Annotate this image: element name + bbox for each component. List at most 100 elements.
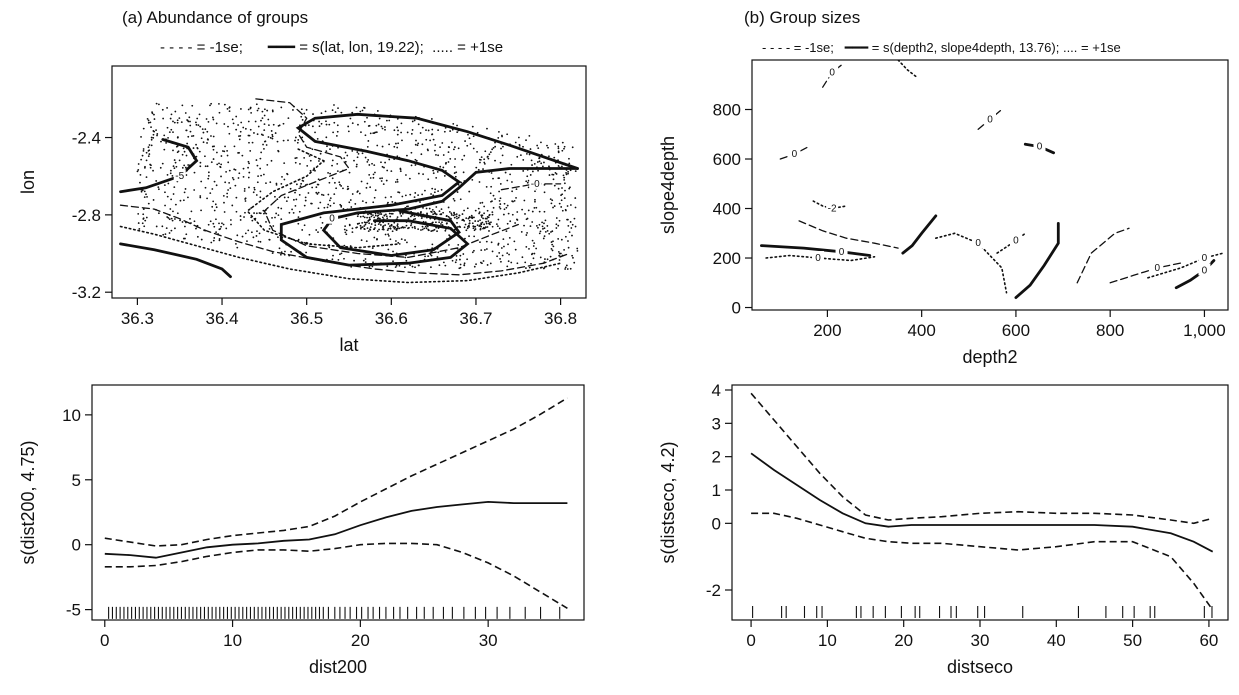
data-point xyxy=(164,204,166,207)
data-point xyxy=(363,120,366,123)
data-point xyxy=(327,171,329,174)
data-point xyxy=(364,156,367,159)
smooth-plot-dist200: 0 10 20 30 -5 0 5 10 dist200 s(dist200, 4.75) xyxy=(18,384,585,677)
data-point xyxy=(465,229,468,232)
data-point xyxy=(376,215,379,217)
data-point xyxy=(374,131,377,134)
data-point xyxy=(526,152,528,155)
data-point xyxy=(431,187,434,190)
panel-a-legend: - - - - = -1se; ━━━ = s(lat, lon, 19.22)… xyxy=(160,39,503,56)
data-point xyxy=(368,164,371,166)
data-point xyxy=(277,149,280,152)
data-point xyxy=(525,234,528,236)
y-tick-label: 1 xyxy=(712,481,721,500)
data-point xyxy=(275,182,278,185)
data-point xyxy=(425,207,428,210)
data-point xyxy=(232,122,235,125)
data-point xyxy=(529,174,532,176)
data-point xyxy=(454,175,457,178)
data-point xyxy=(491,211,494,214)
data-point xyxy=(152,199,155,201)
contour-label: 0 xyxy=(839,247,845,258)
data-point xyxy=(468,190,471,193)
data-point xyxy=(256,181,259,184)
data-point xyxy=(291,208,293,211)
data-point xyxy=(368,124,371,127)
data-point xyxy=(419,132,422,134)
data-point xyxy=(414,164,417,166)
plot-area xyxy=(104,397,568,609)
data-point xyxy=(480,225,482,228)
data-point xyxy=(563,178,566,181)
plot-area xyxy=(750,392,1214,611)
data-point xyxy=(193,171,196,174)
data-point xyxy=(219,166,222,169)
data-point xyxy=(404,266,406,269)
data-point xyxy=(296,141,299,144)
data-point xyxy=(478,212,481,215)
data-point xyxy=(442,154,445,156)
data-point xyxy=(348,171,351,174)
data-point xyxy=(324,110,327,113)
data-point xyxy=(451,259,454,262)
data-point xyxy=(517,136,520,139)
data-point xyxy=(235,196,238,199)
data-point xyxy=(241,154,244,157)
data-point xyxy=(356,215,359,218)
data-point xyxy=(328,199,331,202)
data-point xyxy=(184,225,186,228)
data-point xyxy=(170,113,173,116)
data-point xyxy=(169,169,172,172)
data-point xyxy=(447,206,450,209)
data-point xyxy=(309,169,312,172)
data-point xyxy=(414,245,417,248)
data-point xyxy=(490,172,493,174)
y-tick-label: 3 xyxy=(712,414,721,433)
data-point xyxy=(176,212,179,215)
data-point xyxy=(239,219,242,221)
data-point xyxy=(271,137,274,140)
data-point xyxy=(537,147,540,149)
data-point xyxy=(479,241,481,244)
contour-line xyxy=(935,232,1008,294)
data-point xyxy=(336,170,339,173)
data-point xyxy=(387,234,390,237)
data-point xyxy=(369,186,372,189)
data-point xyxy=(346,185,349,188)
data-point xyxy=(157,186,160,189)
data-point xyxy=(392,260,394,263)
data-point xyxy=(456,217,458,220)
data-point xyxy=(181,104,184,107)
data-point xyxy=(531,170,534,173)
data-point xyxy=(463,264,466,266)
data-point xyxy=(555,223,558,226)
data-point xyxy=(474,228,477,230)
data-point xyxy=(384,213,387,216)
data-point xyxy=(331,159,334,162)
data-point xyxy=(147,121,150,124)
data-point xyxy=(381,177,383,180)
data-point xyxy=(184,112,187,114)
data-point xyxy=(431,243,434,246)
contour-label-bg xyxy=(1198,251,1211,264)
data-point xyxy=(160,140,162,143)
data-point xyxy=(361,109,364,112)
data-point xyxy=(435,221,437,224)
data-point xyxy=(241,235,244,238)
data-point xyxy=(372,201,375,204)
data-point xyxy=(377,217,380,219)
data-point xyxy=(376,144,379,147)
data-point xyxy=(508,253,510,256)
data-point xyxy=(571,223,574,226)
data-point xyxy=(468,216,471,219)
data-point xyxy=(229,187,232,189)
data-point xyxy=(552,206,554,209)
data-point xyxy=(327,203,330,206)
data-point xyxy=(265,182,267,184)
data-point xyxy=(141,189,144,192)
data-point xyxy=(320,122,323,125)
data-point xyxy=(473,249,475,252)
data-point xyxy=(333,181,336,184)
data-point xyxy=(531,164,533,166)
data-point xyxy=(362,215,365,218)
